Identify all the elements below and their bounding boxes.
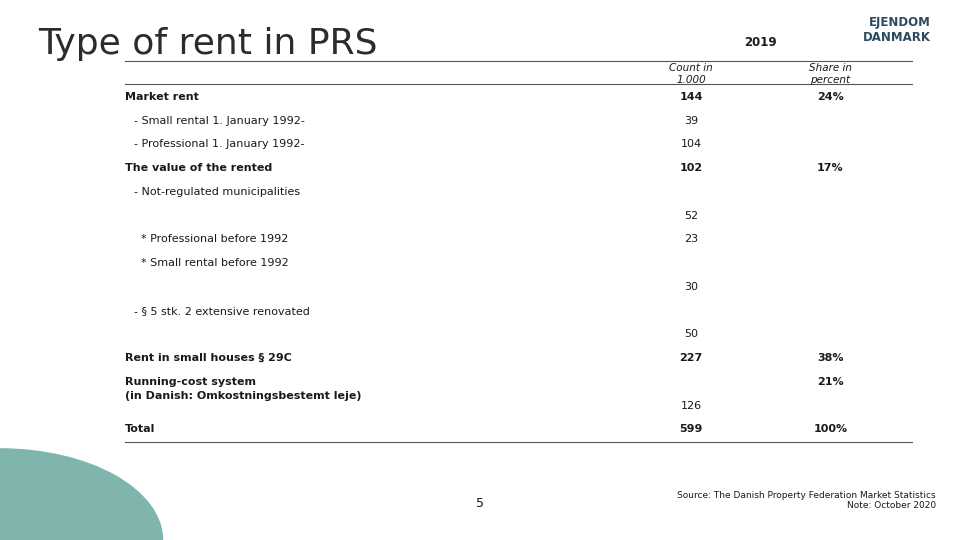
Text: 144: 144 <box>680 92 703 102</box>
Wedge shape <box>0 448 163 540</box>
Text: Count in
1.000: Count in 1.000 <box>669 63 713 85</box>
Text: Rent in small houses § 29C: Rent in small houses § 29C <box>125 353 292 363</box>
Text: 38%: 38% <box>817 353 844 363</box>
Text: 126: 126 <box>681 401 702 410</box>
Text: 17%: 17% <box>817 163 844 173</box>
Text: Source: The Danish Property Federation Market Statistics
Note: October 2020: Source: The Danish Property Federation M… <box>678 491 936 510</box>
Text: 5: 5 <box>476 497 484 510</box>
Text: - Not-regulated municipalities: - Not-regulated municipalities <box>134 187 300 197</box>
Text: 50: 50 <box>684 329 698 339</box>
Text: 100%: 100% <box>813 424 848 434</box>
Text: * Professional before 1992: * Professional before 1992 <box>134 234 289 244</box>
Text: - § 5 stk. 2 extensive renovated: - § 5 stk. 2 extensive renovated <box>134 306 310 315</box>
Text: 2019: 2019 <box>745 36 777 49</box>
Text: 104: 104 <box>681 139 702 149</box>
Text: Running-cost system: Running-cost system <box>125 377 255 387</box>
Text: 227: 227 <box>680 353 703 363</box>
Text: 102: 102 <box>680 163 703 173</box>
Text: 599: 599 <box>680 424 703 434</box>
Text: Total: Total <box>125 424 156 434</box>
Text: 52: 52 <box>684 211 698 220</box>
Text: 30: 30 <box>684 282 698 292</box>
Text: - Small rental 1. January 1992-: - Small rental 1. January 1992- <box>134 116 305 125</box>
Text: 39: 39 <box>684 116 698 125</box>
Text: (in Danish: Omkostningsbestemt leje): (in Danish: Omkostningsbestemt leje) <box>125 391 361 401</box>
Text: The value of the rented: The value of the rented <box>125 163 272 173</box>
Text: Market rent: Market rent <box>125 92 199 102</box>
Text: - Professional 1. January 1992-: - Professional 1. January 1992- <box>134 139 305 149</box>
Text: 24%: 24% <box>817 92 844 102</box>
Text: Share in
percent: Share in percent <box>809 63 852 85</box>
Text: 21%: 21% <box>817 377 844 387</box>
Text: * Small rental before 1992: * Small rental before 1992 <box>134 258 289 268</box>
Text: Type of rent in PRS: Type of rent in PRS <box>38 27 378 61</box>
Text: 23: 23 <box>684 234 698 244</box>
Text: EJENDOM
DANMARK: EJENDOM DANMARK <box>863 16 931 44</box>
